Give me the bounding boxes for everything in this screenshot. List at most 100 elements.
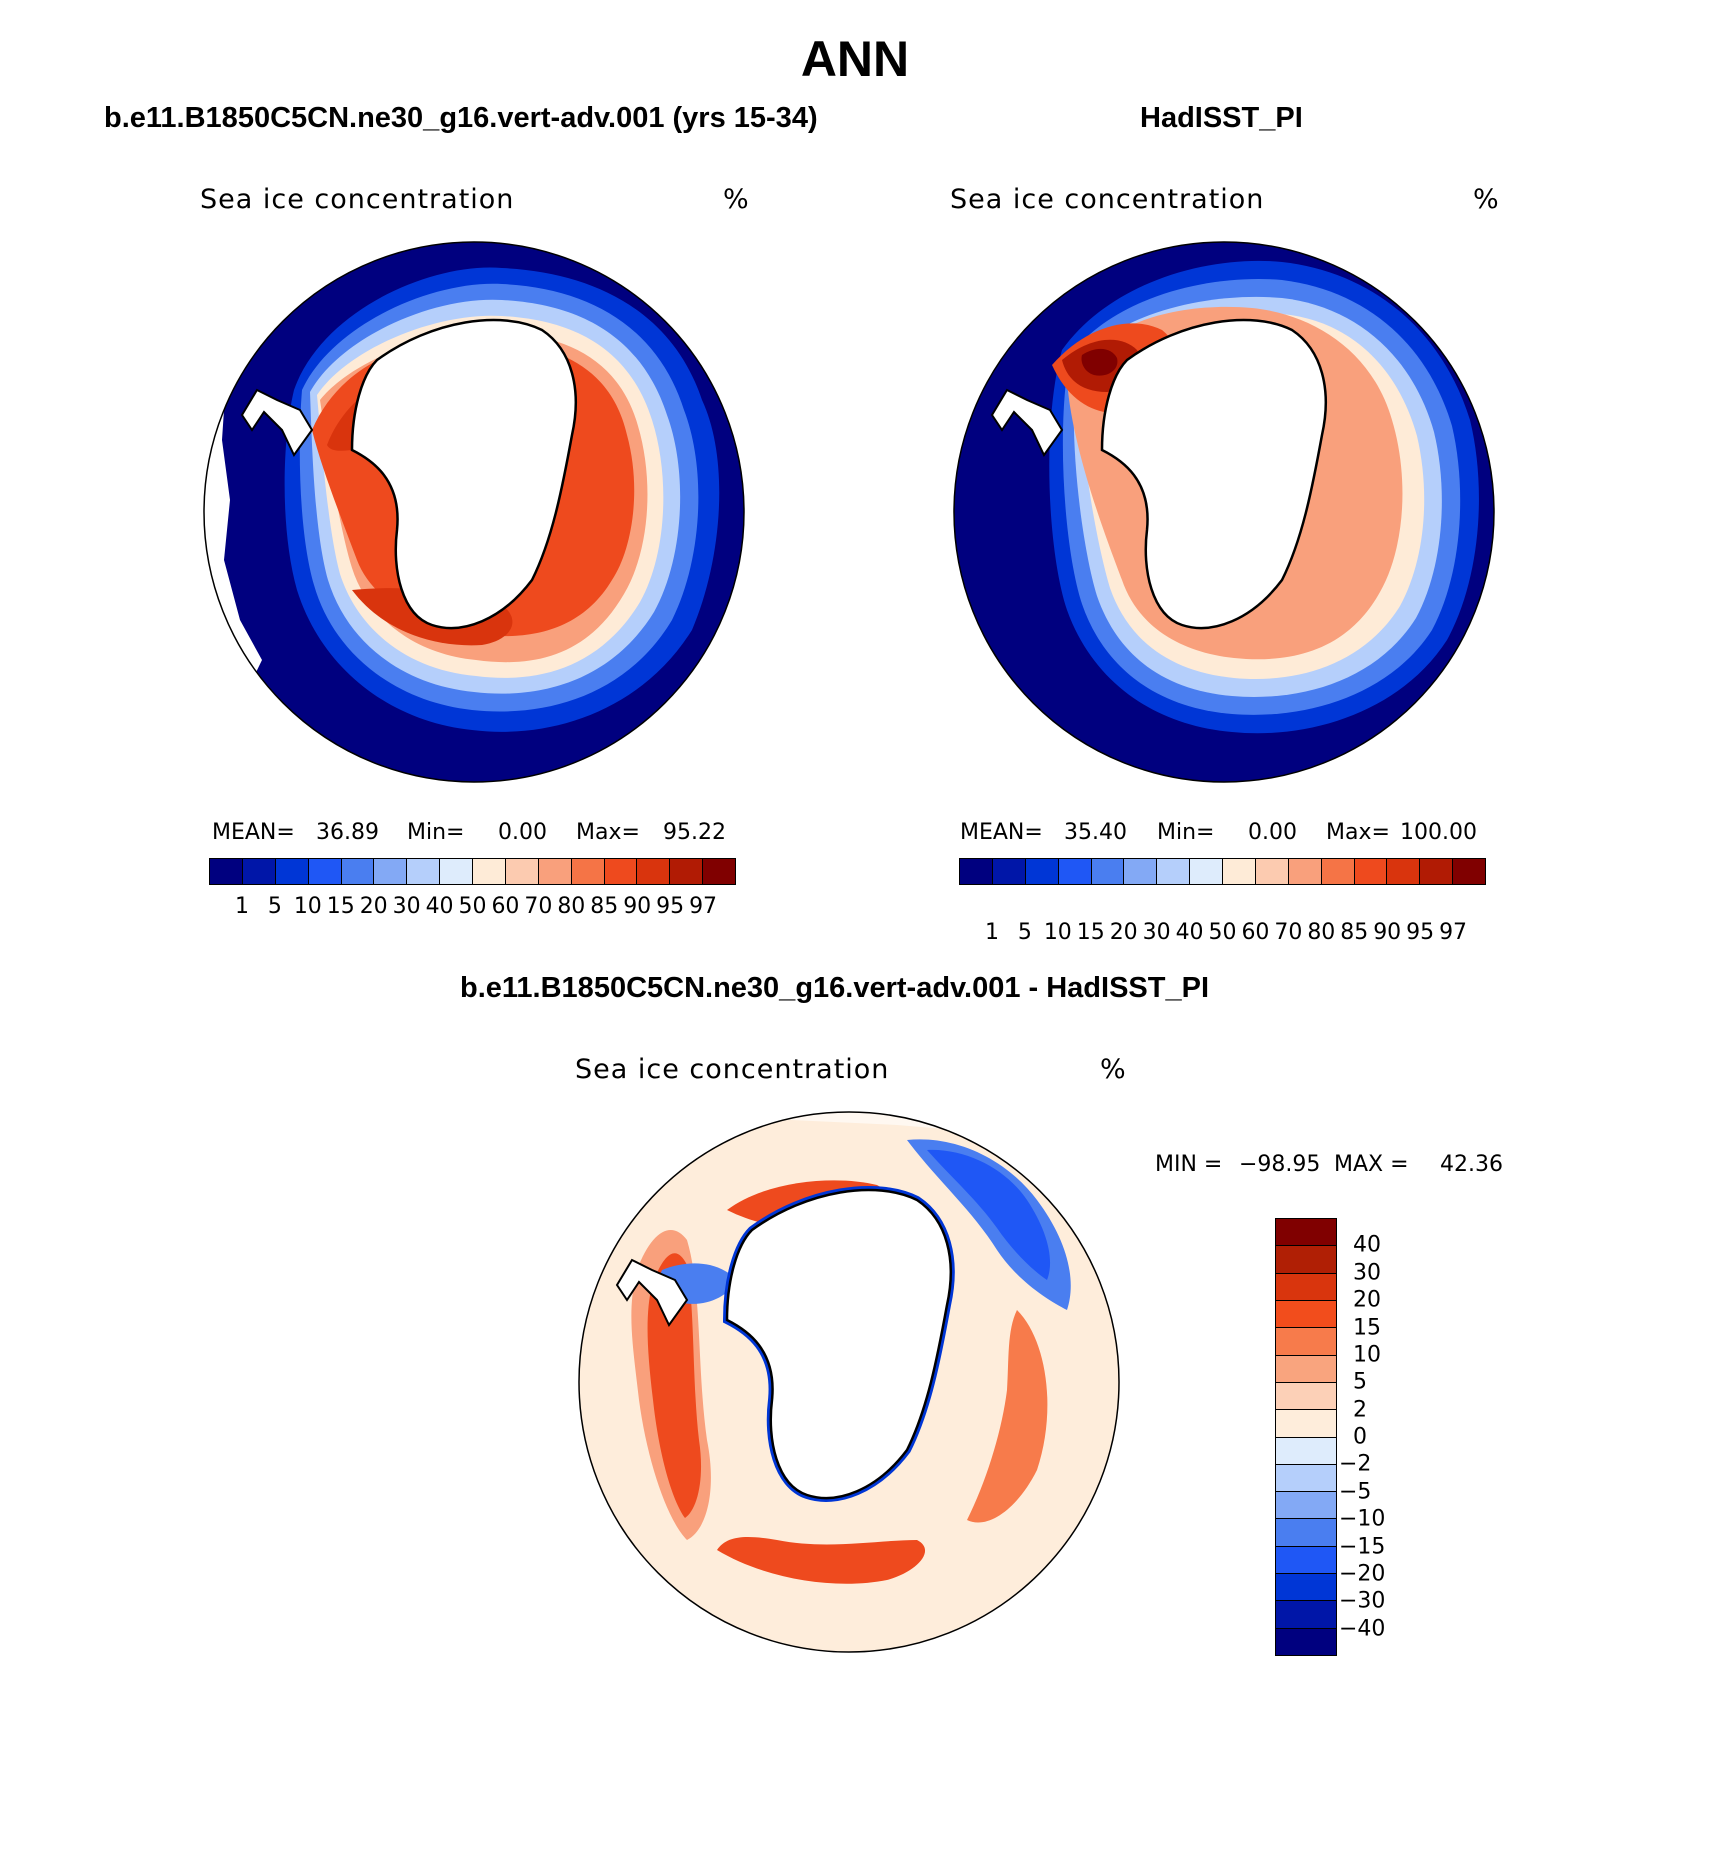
diff-min-label: MIN = <box>1155 1152 1223 1177</box>
colorbar-swatch <box>1157 859 1191 884</box>
colorbar-tick-label: 30 <box>1353 1260 1381 1286</box>
colorbar-swatch <box>670 859 704 884</box>
colorbar-swatch <box>1276 1437 1336 1465</box>
colorbar-tick-label: 50 <box>1208 920 1237 945</box>
colorbar-tick-label: 30 <box>1142 920 1171 945</box>
colorbar-swatch <box>275 859 309 884</box>
colorbar-tick-label: 20 <box>359 894 388 919</box>
colorbar-swatch <box>1276 1300 1336 1329</box>
colorbar-swatch <box>992 859 1026 884</box>
colorbar-swatch <box>1453 859 1485 884</box>
model-case-title: b.e11.B1850C5CN.ne30_g16.vert-adv.001 (y… <box>104 102 818 134</box>
colorbar-tick-label: 80 <box>557 894 586 919</box>
colorbar-swatch <box>1276 1410 1336 1438</box>
colorbar-tick-label: 5 <box>267 894 282 919</box>
colorbar-swatch <box>703 859 735 884</box>
colorbar-tick-label: −2 <box>1339 1451 1372 1477</box>
model-max-label: Max= <box>576 820 640 845</box>
model-min-value: 0.00 <box>498 820 547 845</box>
model-colorbar-ticks: 1 5 10 15 20 30 40 50 60 70 80 85 90 95 97 <box>209 894 736 920</box>
colorbar-tick-label: 80 <box>1307 920 1336 945</box>
obs-map-border <box>953 241 1495 783</box>
colorbar-tick-label: 60 <box>491 894 520 919</box>
obs-units-label: % <box>1473 184 1500 215</box>
colorbar-swatch <box>1255 859 1289 884</box>
diff-case-title: b.e11.B1850C5CN.ne30_g16.vert-adv.001 - … <box>460 972 1210 1004</box>
diff-max-value: 42.36 <box>1440 1152 1503 1177</box>
colorbar-swatch <box>1276 1355 1336 1383</box>
colorbar-swatch <box>210 859 243 884</box>
diff-colorbar <box>1275 1218 1337 1656</box>
diff-min-value: −98.95 <box>1239 1152 1321 1177</box>
obs-max-label: Max= <box>1326 820 1390 845</box>
diff-peninsula <box>615 1258 689 1327</box>
colorbar-swatch <box>604 859 638 884</box>
colorbar-swatch <box>1321 859 1355 884</box>
colorbar-swatch <box>242 859 276 884</box>
model-units-label: % <box>723 184 750 215</box>
colorbar-tick-label: 15 <box>1353 1315 1381 1340</box>
colorbar-tick-label: 2 <box>1353 1397 1367 1423</box>
colorbar-tick-label: 60 <box>1241 920 1270 945</box>
diff-antarctica <box>727 1190 951 1498</box>
colorbar-swatch <box>1276 1464 1336 1493</box>
colorbar-tick-label: 70 <box>1274 920 1303 945</box>
diff-colorbar-ticks: 40 30 20 15 10 5 2 0 −2 −5 −10 −15 −20 −30 −40 <box>1339 1218 1447 1656</box>
colorbar-swatch <box>1276 1382 1336 1411</box>
colorbar-swatch <box>571 859 605 884</box>
colorbar-tick-label: 1 <box>234 894 249 919</box>
obs-peninsula <box>990 388 1064 457</box>
model-antarctica <box>352 320 576 628</box>
colorbar-swatch <box>374 859 408 884</box>
colorbar-swatch <box>637 859 671 884</box>
colorbar-swatch <box>473 859 506 884</box>
colorbar-swatch <box>1058 859 1092 884</box>
obs-antarctica <box>1102 320 1326 628</box>
colorbar-tick-label: 1 <box>984 920 999 945</box>
model-max-value: 95.22 <box>663 820 726 845</box>
colorbar-tick-label: 0 <box>1353 1424 1367 1450</box>
obs-max-value: 100.00 <box>1400 820 1477 845</box>
colorbar-tick-label: 97 <box>1439 920 1468 945</box>
diff-positive-band-east <box>967 1310 1048 1523</box>
colorbar-tick-label: 10 <box>1353 1342 1381 1368</box>
colorbar-swatch <box>1276 1628 1336 1655</box>
colorbar-tick-label: −15 <box>1339 1534 1386 1559</box>
model-mean-value: 36.89 <box>316 820 379 845</box>
figure-title: ANN <box>800 31 910 87</box>
colorbar-swatch <box>1190 859 1223 884</box>
colorbar-tick-label: 40 <box>1175 920 1204 945</box>
obs-mean-value: 35.40 <box>1064 820 1127 845</box>
diff-units-label: % <box>1100 1054 1127 1085</box>
colorbar-swatch <box>505 859 539 884</box>
obs-variable-label: Sea ice concentration <box>950 184 1265 215</box>
diff-coastline <box>725 1188 952 1500</box>
model-variable-label: Sea ice concentration <box>200 184 515 215</box>
model-map <box>203 241 745 783</box>
obs-min-label: Min= <box>1157 820 1215 845</box>
colorbar-swatch <box>1091 859 1125 884</box>
colorbar-tick-label: 10 <box>1043 920 1072 945</box>
colorbar-swatch <box>1276 1574 1336 1602</box>
obs-mean-label: MEAN= <box>960 820 1043 845</box>
colorbar-swatch <box>538 859 572 884</box>
colorbar-swatch <box>1387 859 1421 884</box>
diff-positive-band-south <box>717 1537 926 1584</box>
colorbar-tick-label: 5 <box>1353 1369 1367 1395</box>
colorbar-tick-label: −30 <box>1339 1588 1386 1614</box>
colorbar-tick-label: 90 <box>1373 920 1402 945</box>
colorbar-swatch <box>407 859 441 884</box>
colorbar-tick-label: 85 <box>1340 920 1369 945</box>
colorbar-tick-label: 97 <box>689 894 718 919</box>
colorbar-swatch <box>1276 1492 1336 1520</box>
colorbar-swatch <box>1124 859 1158 884</box>
colorbar-swatch <box>1223 859 1256 884</box>
model-map-border <box>203 241 745 783</box>
colorbar-tick-label: 90 <box>623 894 652 919</box>
colorbar-tick-label: −40 <box>1339 1616 1386 1642</box>
obs-min-value: 0.00 <box>1248 820 1297 845</box>
model-colorbar <box>209 858 736 885</box>
colorbar-tick-label: 20 <box>1109 920 1138 945</box>
colorbar-swatch <box>1276 1273 1336 1301</box>
colorbar-swatch <box>1276 1328 1336 1356</box>
